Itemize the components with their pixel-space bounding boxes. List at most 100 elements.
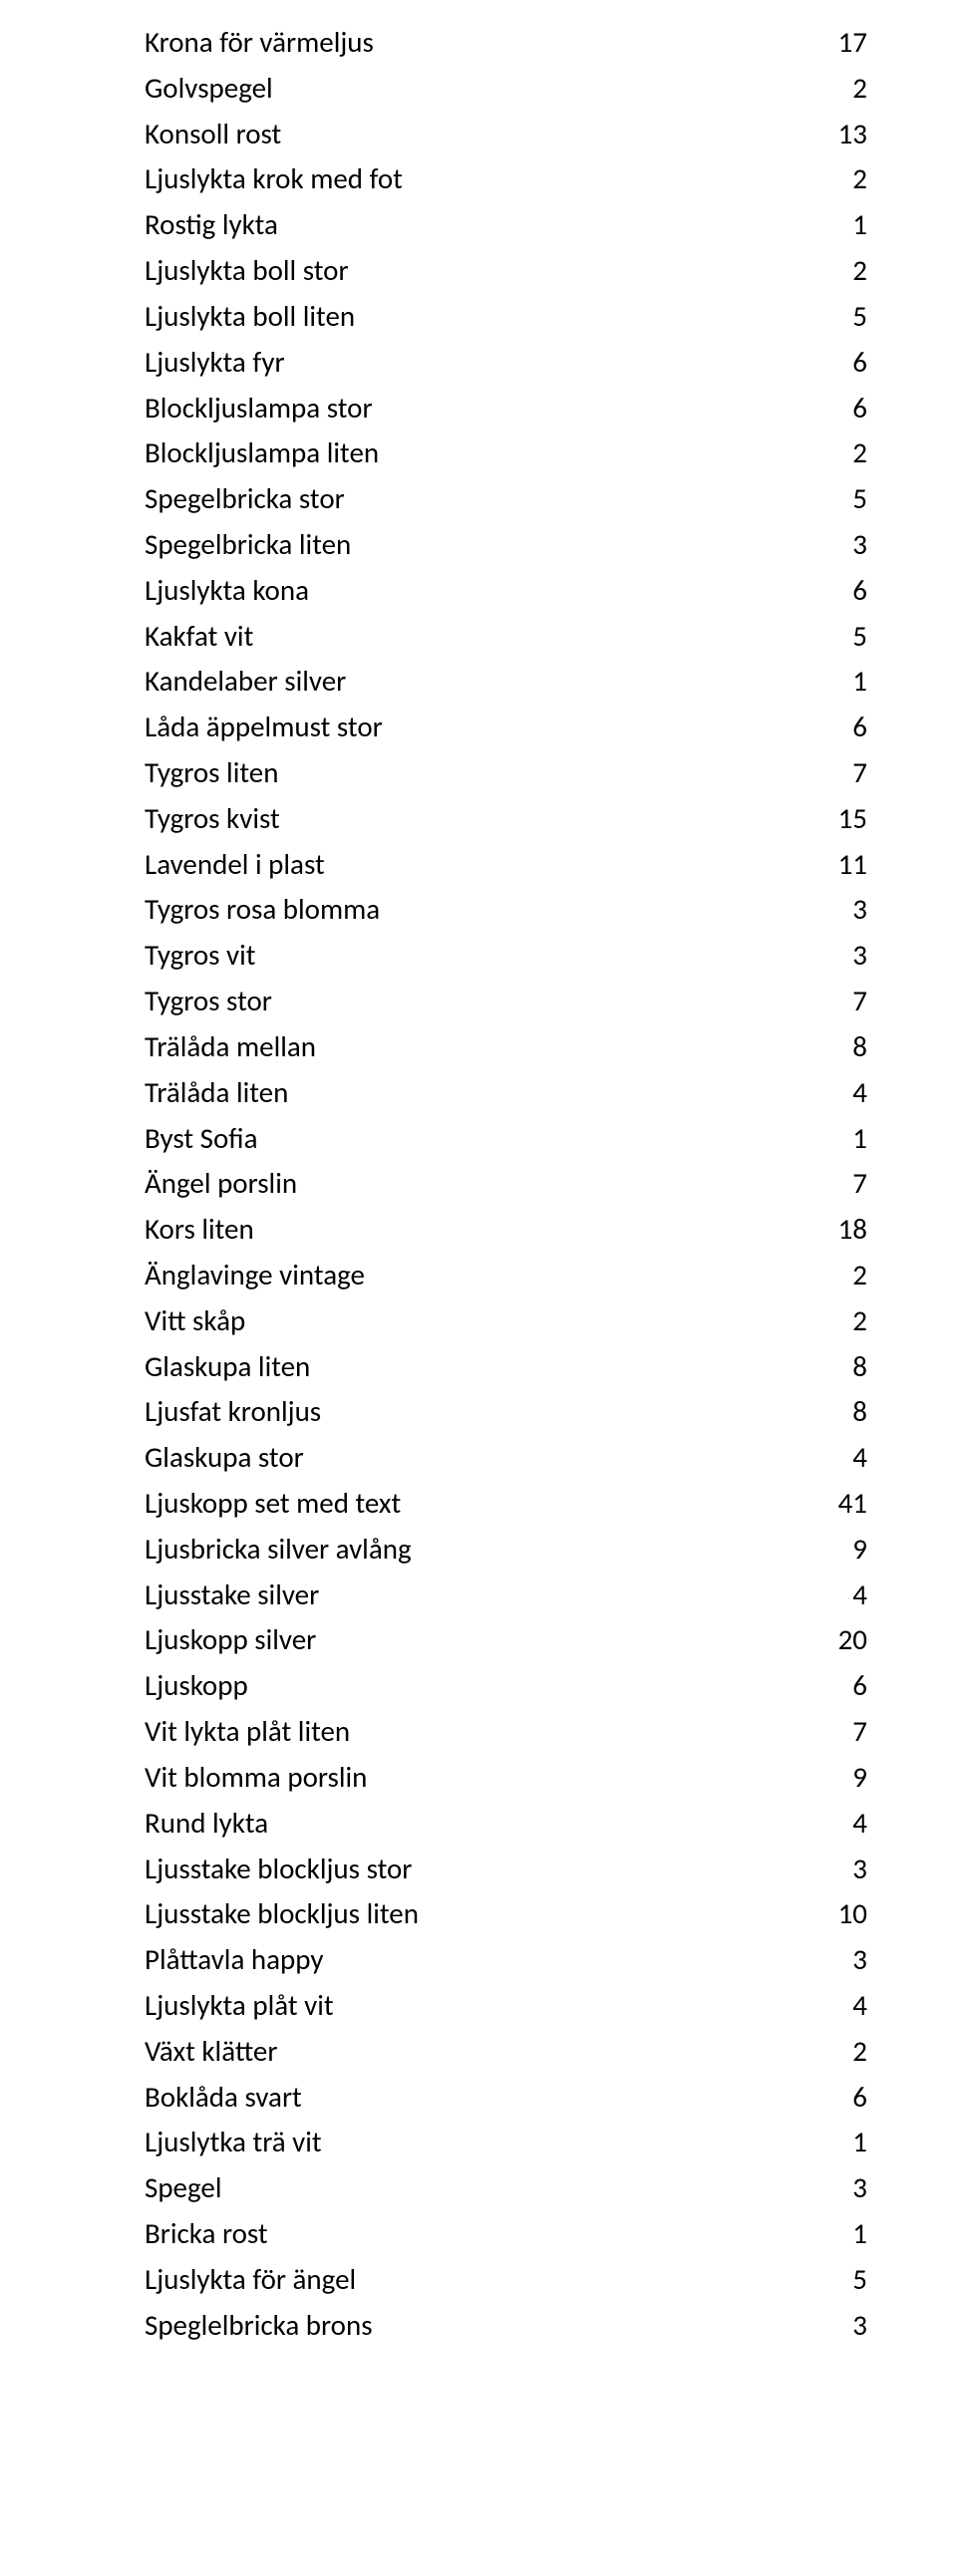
list-item: Änglavinge vintage2 — [145, 1253, 867, 1298]
list-item: Ljuskopp6 — [145, 1663, 867, 1709]
item-label: Ljuslykta krok med fot — [145, 156, 807, 202]
list-item: Ljusstake blockljus liten10 — [145, 1891, 867, 1937]
list-item: Ljuslytka trä vit1 — [145, 2120, 867, 2165]
item-label: Lavendel i plast — [145, 842, 807, 888]
item-value: 1 — [807, 659, 867, 705]
list-item: Vitt skåp2 — [145, 1298, 867, 1344]
item-value: 3 — [807, 2165, 867, 2211]
item-label: Golvspegel — [145, 66, 807, 112]
item-value: 1 — [807, 202, 867, 248]
item-label: Vit lykta plåt liten — [145, 1709, 807, 1755]
inventory-list: Krona för värmeljus17Golvspegel2Konsoll … — [145, 20, 867, 2348]
list-item: Konsoll rost13 — [145, 112, 867, 157]
list-item: Vit blomma porslin9 — [145, 1755, 867, 1801]
item-label: Ljuslykta för ängel — [145, 2257, 807, 2303]
list-item: Trälåda mellan8 — [145, 1024, 867, 1070]
item-label: Krona för värmeljus — [145, 20, 807, 66]
list-item: Ljuskopp set med text41 — [145, 1481, 867, 1527]
list-item: Blockljuslampa liten2 — [145, 430, 867, 476]
list-item: Ljuskopp silver20 — [145, 1617, 867, 1663]
item-value: 9 — [807, 1527, 867, 1573]
item-value: 6 — [807, 340, 867, 386]
list-item: Glaskupa liten8 — [145, 1344, 867, 1390]
item-label: Ljuslykta plåt vit — [145, 1983, 807, 2029]
item-value: 3 — [807, 1937, 867, 1983]
item-value: 2 — [807, 66, 867, 112]
item-value: 6 — [807, 386, 867, 431]
list-item: Tygros liten7 — [145, 750, 867, 796]
item-label: Ljusstake silver — [145, 1573, 807, 1618]
item-value: 1 — [807, 2211, 867, 2257]
item-value: 20 — [807, 1617, 867, 1663]
item-value: 8 — [807, 1389, 867, 1435]
item-value: 2 — [807, 2029, 867, 2075]
item-label: Vit blomma porslin — [145, 1755, 807, 1801]
list-item: Speglelbricka brons3 — [145, 2303, 867, 2349]
item-value: 7 — [807, 979, 867, 1024]
list-item: Tygros stor7 — [145, 979, 867, 1024]
item-value: 10 — [807, 1891, 867, 1937]
item-label: Glaskupa stor — [145, 1435, 807, 1481]
list-item: Ljuslykta plåt vit4 — [145, 1983, 867, 2029]
item-label: Kakfat vit — [145, 614, 807, 660]
list-item: Rund lykta4 — [145, 1801, 867, 1847]
item-label: Tygros stor — [145, 979, 807, 1024]
list-item: Spegel3 — [145, 2165, 867, 2211]
list-item: Boklåda svart6 — [145, 2075, 867, 2121]
item-value: 1 — [807, 2120, 867, 2165]
item-value: 41 — [807, 1481, 867, 1527]
item-label: Trälåda mellan — [145, 1024, 807, 1070]
item-label: Tygros kvist — [145, 796, 807, 842]
item-label: Ljuslykta kona — [145, 568, 807, 614]
item-value: 8 — [807, 1024, 867, 1070]
list-item: Ljuslykta boll stor2 — [145, 248, 867, 294]
list-item: Ljuslykta krok med fot2 — [145, 156, 867, 202]
item-value: 7 — [807, 1709, 867, 1755]
item-label: Ljuskopp — [145, 1663, 807, 1709]
item-label: Kors liten — [145, 1207, 807, 1253]
item-label: Ljusbricka silver avlång — [145, 1527, 807, 1573]
list-item: Lavendel i plast11 — [145, 842, 867, 888]
item-label: Trälåda liten — [145, 1070, 807, 1116]
list-item: Spegelbricka stor5 — [145, 476, 867, 522]
list-item: Tygros rosa blomma3 — [145, 887, 867, 933]
item-label: Plåttavla happy — [145, 1937, 807, 1983]
item-value: 15 — [807, 796, 867, 842]
list-item: Ljuslykta för ängel5 — [145, 2257, 867, 2303]
item-value: 7 — [807, 1161, 867, 1207]
item-label: Ljuslykta boll stor — [145, 248, 807, 294]
item-value: 4 — [807, 1070, 867, 1116]
item-value: 4 — [807, 1435, 867, 1481]
item-label: Ängel porslin — [145, 1161, 807, 1207]
item-label: Rund lykta — [145, 1801, 807, 1847]
item-value: 2 — [807, 156, 867, 202]
list-item: Rostig lykta1 — [145, 202, 867, 248]
list-item: Ljuslykta fyr6 — [145, 340, 867, 386]
item-value: 3 — [807, 933, 867, 979]
list-item: Tygros vit3 — [145, 933, 867, 979]
list-item: Golvspegel2 — [145, 66, 867, 112]
item-label: Rostig lykta — [145, 202, 807, 248]
item-label: Blockljuslampa liten — [145, 430, 807, 476]
item-label: Ljuslykta boll liten — [145, 294, 807, 340]
item-value: 4 — [807, 1573, 867, 1618]
item-value: 11 — [807, 842, 867, 888]
list-item: Ljusbricka silver avlång9 — [145, 1527, 867, 1573]
item-label: Ljusstake blockljus liten — [145, 1891, 807, 1937]
list-item: Vit lykta plåt liten7 — [145, 1709, 867, 1755]
item-value: 6 — [807, 1663, 867, 1709]
item-label: Kandelaber silver — [145, 659, 807, 705]
item-value: 6 — [807, 2075, 867, 2121]
item-value: 8 — [807, 1344, 867, 1390]
list-item: Låda äppelmust stor6 — [145, 705, 867, 750]
item-value: 6 — [807, 568, 867, 614]
item-label: Speglelbricka brons — [145, 2303, 807, 2349]
item-label: Ljuslytka trä vit — [145, 2120, 807, 2165]
list-item: Kakfat vit5 — [145, 614, 867, 660]
item-value: 5 — [807, 476, 867, 522]
item-value: 3 — [807, 522, 867, 568]
list-item: Ljusstake blockljus stor3 — [145, 1847, 867, 1892]
list-item: Tygros kvist15 — [145, 796, 867, 842]
list-item: Växt klätter2 — [145, 2029, 867, 2075]
item-label: Tygros liten — [145, 750, 807, 796]
